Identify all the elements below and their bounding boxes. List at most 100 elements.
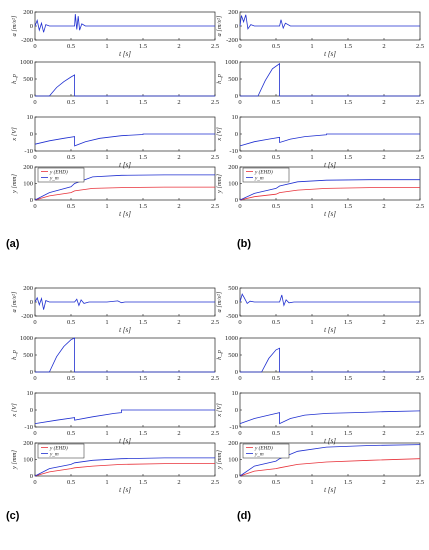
x-tick-label: 2 — [382, 154, 385, 161]
x-tick-label: 2.5 — [416, 430, 424, 437]
y-tick-label: 0 — [235, 369, 238, 376]
x-tick-label: 0.5 — [272, 43, 280, 50]
series-line-signal — [240, 347, 420, 373]
x-tick-label: 1 — [310, 99, 313, 106]
x-axis-label: t [s] — [119, 486, 131, 494]
x-tick-label: 0 — [33, 319, 36, 326]
x-tick-label: 1 — [310, 479, 313, 486]
y-tick-label: -200 — [21, 37, 33, 44]
legend: y (EHD)y_m — [242, 167, 290, 183]
x-tick-label: 0.5 — [272, 479, 280, 486]
x-tick-label: 0.5 — [272, 430, 280, 437]
x-tick-label: 2.5 — [416, 479, 424, 486]
x-axis-label: t [s] — [324, 50, 336, 58]
subplot-4: 0 0.5 1 1.5 2 2.5 0 100 200 t [s] y [mm] y (EHD)y_m — [11, 440, 219, 494]
x-tick-label: 1.5 — [139, 479, 147, 486]
x-tick-label: 0 — [238, 154, 241, 161]
y-tick-label: 100 — [23, 457, 33, 464]
x-tick-label: 0.5 — [67, 203, 75, 210]
x-tick-label: 2 — [177, 43, 180, 50]
x-tick-label: 2.5 — [416, 43, 424, 50]
y-tick-label: 0 — [235, 93, 238, 100]
legend-entry: y (EHD) — [49, 169, 68, 176]
x-tick-label: 1 — [105, 430, 108, 437]
y-axis-label: y [mm] — [216, 174, 223, 194]
y-axis-label: x [V] — [11, 127, 18, 142]
x-tick-label: 1.5 — [139, 43, 147, 50]
x-tick-label: 0 — [33, 203, 36, 210]
y-tick-label: -10 — [229, 148, 238, 155]
x-tick-label: 2 — [177, 99, 180, 106]
series-line-signal — [35, 337, 215, 373]
legend-entry: y (EHD) — [49, 445, 68, 452]
y-axis-label: y [mm] — [11, 450, 18, 470]
y-tick-label: -10 — [24, 424, 33, 431]
y-tick-label: -200 — [21, 313, 33, 320]
x-tick-label: 1.5 — [344, 203, 352, 210]
y-tick-label: 0 — [30, 131, 33, 138]
x-tick-label: 0 — [238, 430, 241, 437]
plot-frame — [34, 61, 216, 97]
x-tick-label: 0 — [33, 43, 36, 50]
y-axis-label: a [m/s²] — [11, 15, 18, 36]
series-line-signal — [239, 293, 420, 307]
x-tick-label: 2.5 — [416, 203, 424, 210]
x-tick-label: 1 — [310, 43, 313, 50]
y-axis-label: y [mm] — [216, 450, 223, 470]
y-tick-label: -10 — [24, 148, 33, 155]
x-tick-label: 2 — [382, 375, 385, 382]
y-tick-label: 0 — [235, 299, 238, 306]
y-tick-label: 200 — [23, 9, 33, 16]
x-tick-label: 0 — [238, 203, 241, 210]
x-tick-label: 2.5 — [416, 375, 424, 382]
y-tick-label: 200 — [23, 285, 33, 292]
y-tick-label: 10 — [27, 114, 34, 121]
x-tick-label: 0 — [238, 375, 241, 382]
x-tick-label: 0.5 — [67, 375, 75, 382]
x-tick-label: 0 — [33, 375, 36, 382]
x-tick-label: 0 — [33, 99, 36, 106]
x-tick-label: 0.5 — [272, 375, 280, 382]
x-tick-label: 1 — [105, 203, 108, 210]
x-tick-label: 1 — [105, 43, 108, 50]
y-tick-label: 0 — [235, 23, 238, 30]
y-tick-label: 100 — [228, 181, 238, 188]
x-axis-label: t [s] — [324, 210, 336, 218]
series-line-signal — [34, 133, 215, 147]
x-tick-label: 2.5 — [211, 203, 219, 210]
x-axis-label: t [s] — [119, 50, 131, 58]
series-line-signal — [34, 296, 215, 310]
panel-label: (b) — [237, 238, 251, 250]
series-line-signal — [240, 62, 420, 97]
y-tick-label: 500 — [228, 76, 238, 83]
series-line-y-m — [239, 179, 420, 201]
x-tick-label: 2.5 — [211, 154, 219, 161]
y-tick-label: 0 — [30, 23, 33, 30]
x-axis-label: t [s] — [119, 210, 131, 218]
legend-entry: y_m — [49, 176, 59, 182]
y-tick-label: 500 — [228, 285, 238, 292]
legend-box — [37, 443, 85, 459]
y-tick-label: -10 — [229, 424, 238, 431]
x-tick-label: 0.5 — [272, 154, 280, 161]
y-tick-label: 0 — [235, 197, 238, 204]
legend-entry: y (EHD) — [254, 169, 273, 176]
x-tick-label: 2.5 — [211, 479, 219, 486]
x-axis-label: t [s] — [324, 326, 336, 334]
series-line-y-ehd — [239, 458, 421, 477]
y-tick-label: 1000 — [20, 335, 33, 342]
legend-box — [242, 167, 290, 183]
x-tick-label: 0 — [33, 430, 36, 437]
x-tick-label: 0 — [238, 99, 241, 106]
y-axis-label: a [m/s²] — [216, 291, 223, 312]
x-tick-label: 2.5 — [416, 99, 424, 106]
